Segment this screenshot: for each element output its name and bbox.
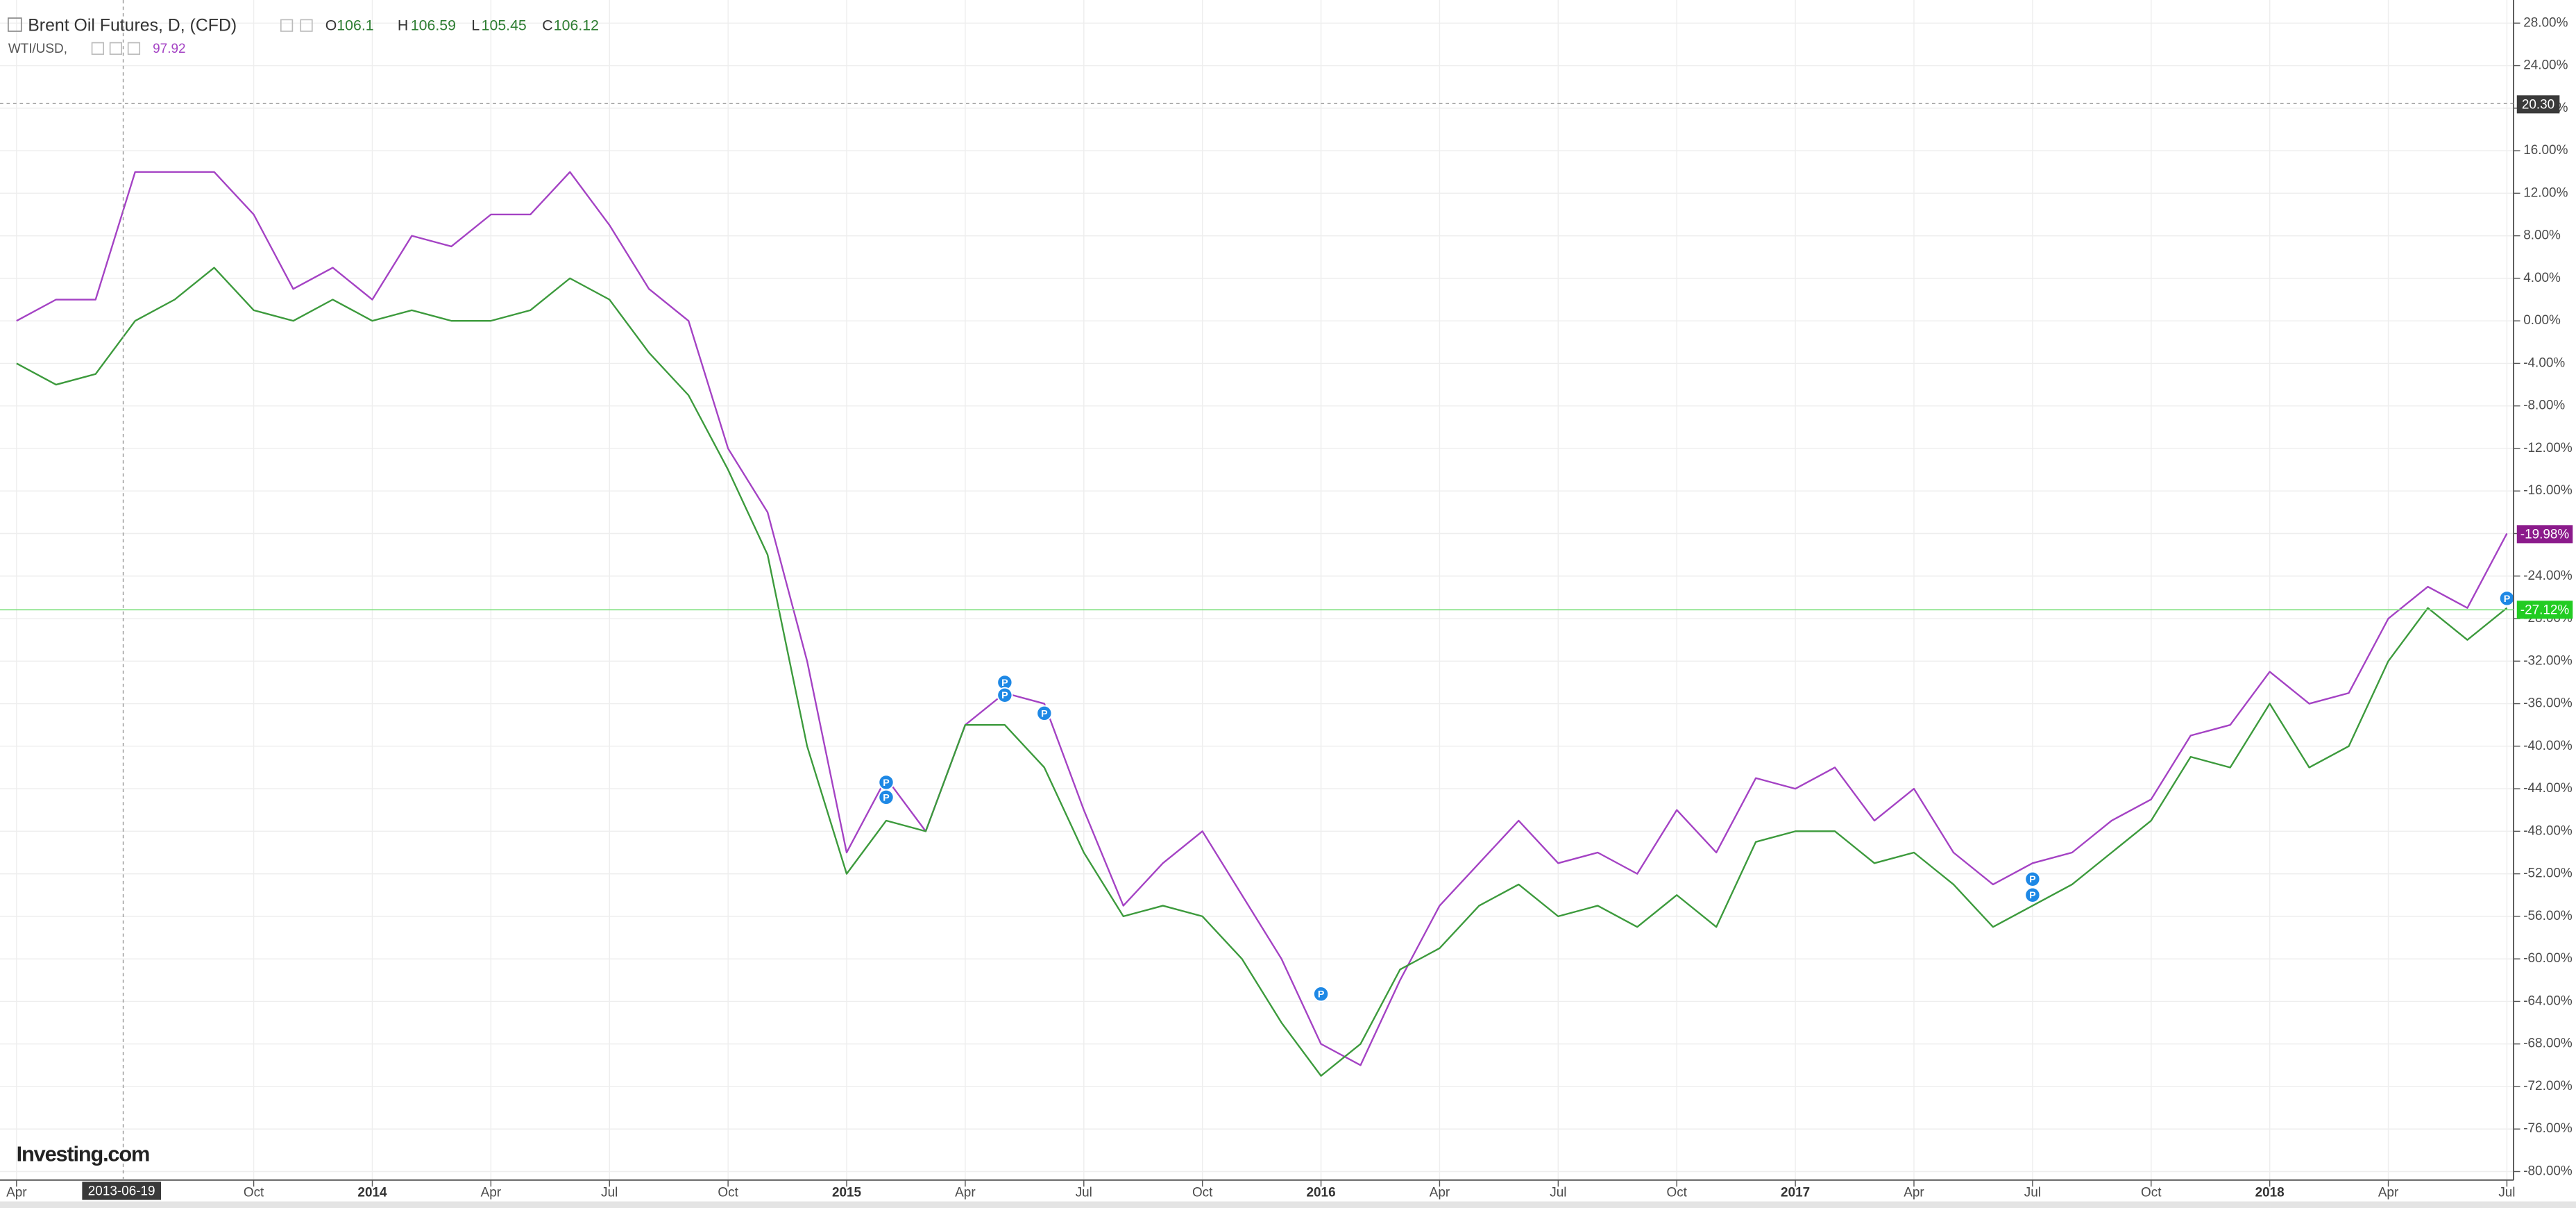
x-tick-label: 2014 [357,1186,387,1200]
compare-label: WTI/USD, [8,42,67,56]
y-tick-label: -12.00% [2523,441,2573,455]
event-marker[interactable] [2024,887,2041,903]
price-tag-label: -19.98% [2520,528,2570,542]
event-marker-label: P [1318,989,1324,1000]
y-tick-label: -32.00% [2523,653,2573,668]
event-marker[interactable] [1312,986,1330,1003]
high-label: H [398,17,408,34]
y-tick-label: -52.00% [2523,866,2573,881]
x-tick-label: Oct [1667,1186,1688,1200]
y-tick-label: -24.00% [2523,569,2573,583]
logo: Investing.com [17,1141,149,1166]
x-tick-label: Apr [955,1186,975,1200]
high-value: 106.59 [411,17,456,34]
price-tag-label: -27.12% [2520,603,2570,617]
series-line [16,267,2508,1077]
event-marker-label: P [883,792,889,803]
scrollbar[interactable] [0,1201,2576,1208]
chart-title: Brent Oil Futures, D, (CFD) [28,16,237,35]
x-tick-label: Jul [1550,1186,1566,1200]
x-tick-label: Oct [244,1186,264,1200]
y-tick-label: -60.00% [2523,951,2573,966]
crosshair-date: 2013-06-19 [88,1184,155,1198]
event-marker-label: P [2029,874,2035,885]
y-tick-label: 4.00% [2523,271,2561,285]
series-line [16,171,2508,1066]
y-tick-label: -36.00% [2523,696,2573,711]
x-tick-label: Apr [481,1186,501,1200]
x-tick-label: 2015 [832,1186,861,1200]
price-tag [2516,601,2573,619]
y-tick-label: -48.00% [2523,823,2573,838]
y-tick-label: -64.00% [2523,993,2573,1008]
x-tick-label: Apr [2378,1186,2398,1200]
crosshair-price-tag [2516,95,2560,114]
settings-icon[interactable] [91,42,104,55]
y-tick-label: 28.00% [2523,15,2568,30]
event-marker[interactable] [997,687,1013,703]
open-label: O [325,17,337,34]
x-tick-label: Apr [1904,1186,1924,1200]
x-tick-label: Jul [1076,1186,1092,1200]
remove-icon[interactable] [127,42,141,55]
y-tick-label: 24.00% [2523,58,2568,73]
y-tick-label: -16.00% [2523,483,2573,498]
open-value: 106.1 [337,17,373,34]
event-marker-label: P [2504,594,2510,605]
y-tick-label: -44.00% [2523,781,2573,796]
price-tag [2516,525,2573,544]
crosshair-price: 20.30 [2522,98,2554,112]
y-tick-label: -8.00% [2523,399,2565,413]
y-tick-label: 12.00% [2523,185,2568,200]
x-tick-label: Apr [1430,1186,1450,1200]
event-marker[interactable] [2498,590,2514,607]
y-tick-label: -4.00% [2523,355,2565,370]
x-tick-label: Oct [718,1186,738,1200]
y-tick-label: -40.00% [2523,739,2573,753]
event-marker[interactable] [878,789,895,805]
x-tick-label: 2017 [1781,1186,1810,1200]
low-value: 105.45 [482,17,527,34]
x-tick-label: Jul [2498,1186,2515,1200]
event-marker-label: P [1041,708,1047,719]
visibility-icon[interactable] [300,19,313,32]
x-tick-label: 2016 [1307,1186,1336,1200]
y-tick-label: -76.00% [2523,1121,2573,1136]
y-tick-label: -68.00% [2523,1037,2573,1051]
x-tick-label: 2018 [2255,1186,2285,1200]
y-tick-label: 0.00% [2523,313,2561,328]
y-tick-label: -72.00% [2523,1079,2573,1093]
event-marker-label: P [1001,678,1008,689]
x-tick-label: Jul [601,1186,618,1200]
grid [0,0,2514,1180]
visibility-icon[interactable] [109,42,123,55]
y-tick-label: -80.00% [2523,1164,2573,1179]
collapse-icon[interactable] [8,17,22,32]
axes: 28.00%24.00%20.00%16.00%12.00%8.00%4.00%… [6,15,2573,1200]
compare-value: 97.92 [153,42,185,56]
x-tick-label: Oct [2141,1186,2162,1200]
event-marker-label: P [2029,890,2035,901]
y-tick-label: 8.00% [2523,228,2561,243]
y-tick-label: 16.00% [2523,143,2568,158]
close-label: C [542,17,552,34]
x-tick-label: Jul [2024,1186,2041,1200]
event-marker[interactable] [1036,705,1053,721]
event-marker-label: P [1001,690,1008,701]
low-label: L [471,17,480,34]
x-tick-label: Oct [1192,1186,1213,1200]
close-value: 106.12 [554,17,599,34]
y-tick-label: -56.00% [2523,909,2573,923]
event-marker[interactable] [2024,871,2041,887]
event-marker-label: P [883,778,889,789]
crosshair-date-tag [82,1182,161,1200]
settings-icon[interactable] [280,19,294,32]
x-tick-label: Apr [6,1186,26,1200]
